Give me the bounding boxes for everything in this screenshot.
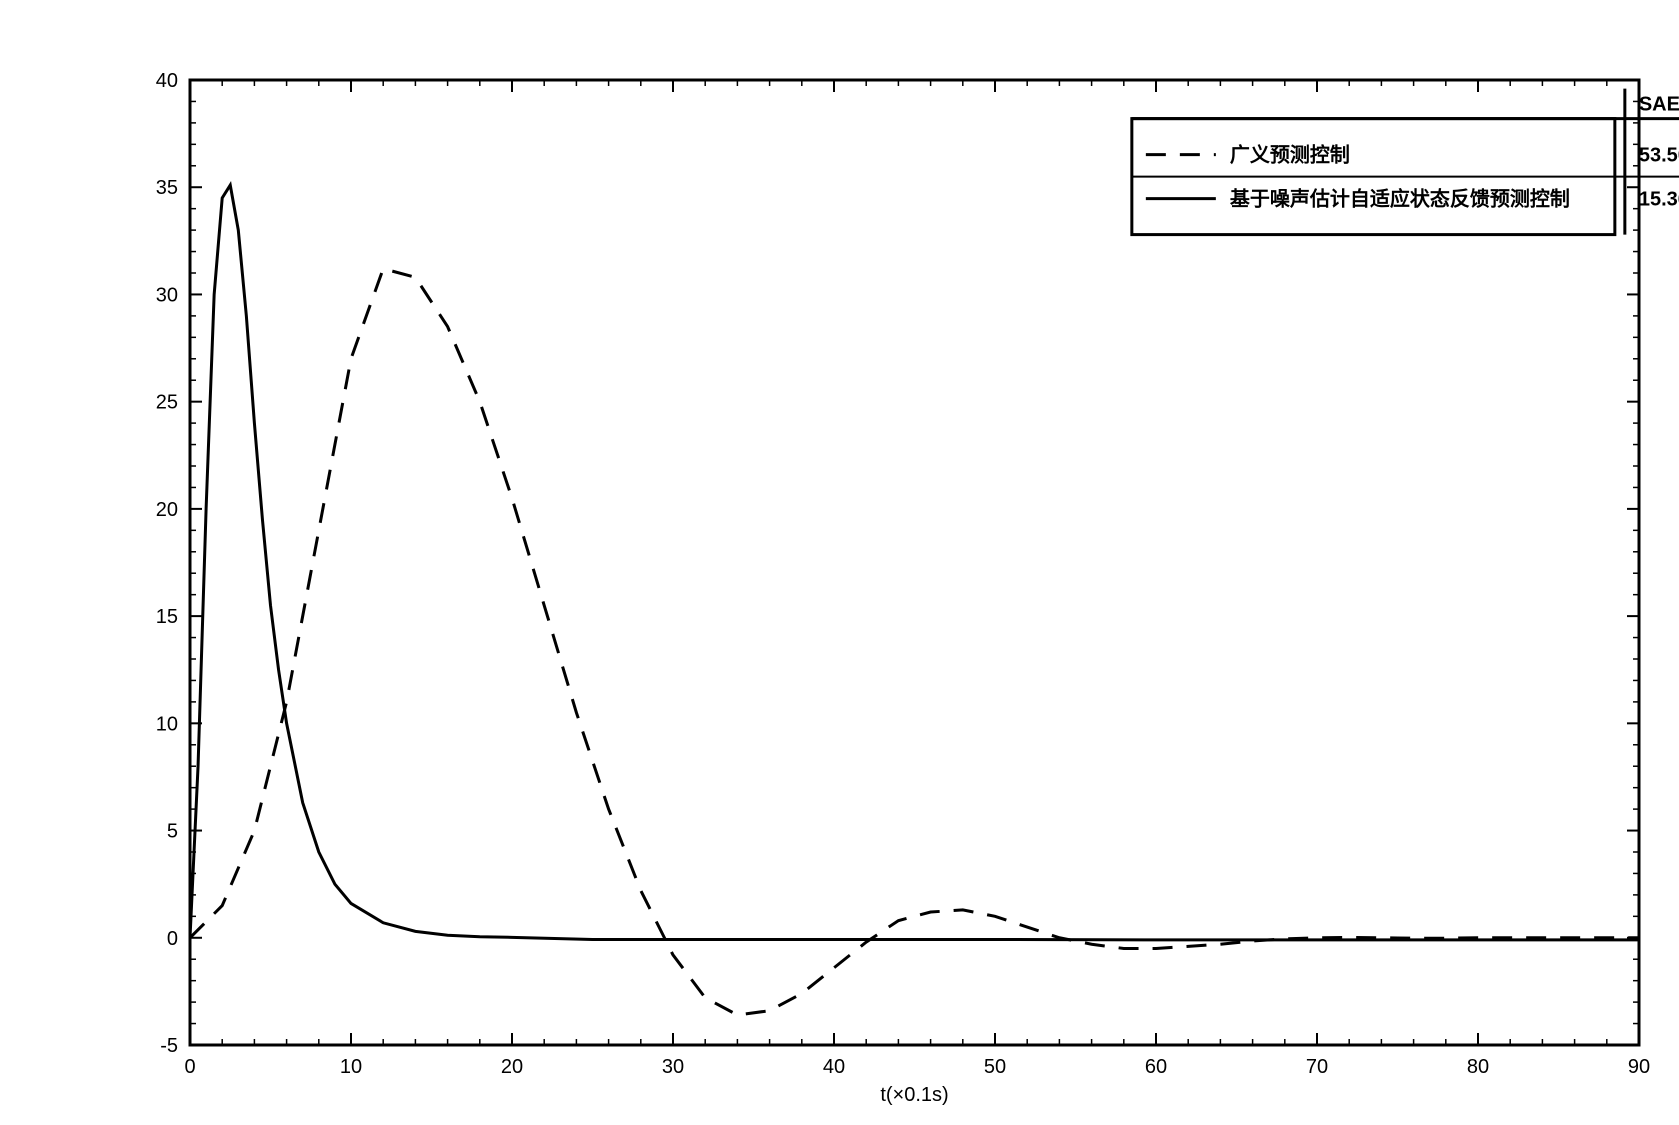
legend-label-gpc: 广义预测控制	[1230, 143, 1350, 167]
x-tick-label: 30	[662, 1056, 684, 1078]
y-tick-label: 20	[156, 499, 178, 521]
x-tick-label: 50	[984, 1056, 1006, 1078]
y-tick-label: 30	[156, 284, 178, 306]
x-tick-label: 70	[1306, 1056, 1328, 1078]
control-response-chart: 0 10 20 30 40 50 60 70 80 90 -5 0 5 10 15 20 25 30 35 40 t(×…	[0, 0, 1679, 1125]
legend-sae-header: SAE	[1639, 94, 1679, 116]
y-tick-label: 15	[156, 606, 178, 628]
legend-label-adaptive: 基于噪声估计自适应状态反馈预测控制	[1230, 187, 1570, 211]
legend-sae-gpc: 53.5010	[1639, 145, 1679, 167]
x-tick-label: 20	[501, 1056, 523, 1078]
x-axis-label: t(×0.1s)	[880, 1084, 948, 1106]
legend-sae-adaptive: 15.3621	[1639, 189, 1679, 211]
y-tick-label: 0	[167, 928, 178, 950]
x-tick-label: 40	[823, 1056, 845, 1078]
x-tick-label: 60	[1145, 1056, 1167, 1078]
x-tick-label: 0	[184, 1056, 195, 1078]
y-tick-label: 40	[156, 70, 178, 92]
x-tick-label: 90	[1628, 1056, 1650, 1078]
y-tick-label: 25	[156, 392, 178, 414]
x-tick-label: 10	[340, 1056, 362, 1078]
x-tick-label: 80	[1467, 1056, 1489, 1078]
y-tick-label: 35	[156, 177, 178, 199]
y-tick-label: 5	[167, 821, 178, 843]
y-tick-label: 10	[156, 713, 178, 735]
y-tick-label: -5	[160, 1035, 178, 1057]
